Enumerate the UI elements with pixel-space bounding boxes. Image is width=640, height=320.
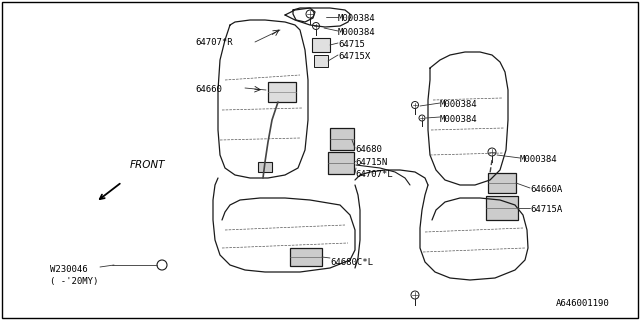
Text: ( -'20MY): ( -'20MY) [50, 277, 99, 286]
Text: 64680C*L: 64680C*L [330, 258, 373, 267]
Text: 64715A: 64715A [530, 205, 563, 214]
Text: 64707*L: 64707*L [355, 170, 392, 179]
Text: W230046: W230046 [50, 265, 88, 274]
Text: M000384: M000384 [440, 100, 477, 109]
Text: FRONT: FRONT [130, 160, 166, 170]
Bar [258, 162, 272, 172]
Bar [268, 82, 296, 102]
Bar [328, 152, 354, 174]
Bar [314, 55, 328, 67]
Text: 64660A: 64660A [530, 185, 563, 194]
Bar [312, 38, 330, 52]
Bar [330, 128, 354, 150]
Text: 64715N: 64715N [355, 158, 387, 167]
Bar [486, 196, 518, 220]
Bar [290, 248, 322, 266]
Text: A646001190: A646001190 [556, 299, 610, 308]
Text: 64715X: 64715X [338, 52, 371, 61]
Text: 64660: 64660 [195, 85, 222, 94]
Text: M000384: M000384 [338, 28, 376, 37]
Text: 64707*R: 64707*R [195, 38, 232, 47]
Bar [488, 173, 516, 193]
Text: M000384: M000384 [520, 155, 557, 164]
Text: 64680: 64680 [355, 145, 382, 154]
Text: 64715: 64715 [338, 40, 365, 49]
Text: M000384: M000384 [338, 14, 376, 23]
Text: M000384: M000384 [440, 115, 477, 124]
